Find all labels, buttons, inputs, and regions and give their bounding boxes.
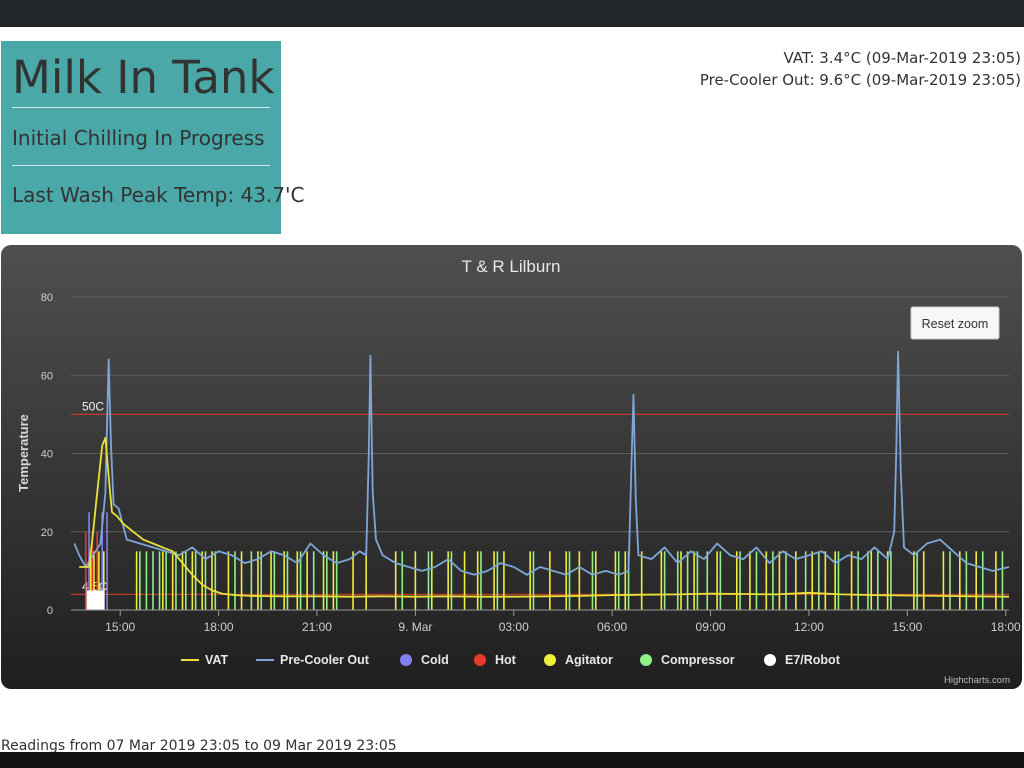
x-tick-label: 12:00 (794, 620, 824, 634)
x-tick-label: 18:00 (204, 620, 234, 634)
legend-dot-symbol (544, 654, 556, 666)
legend-item[interactable]: Compressor (640, 653, 735, 667)
reset-zoom-bg[interactable] (910, 306, 1000, 340)
series-line[interactable] (79, 436, 1010, 598)
reset-zoom-label[interactable]: Reset zoom (922, 317, 989, 331)
legend-item[interactable]: VAT (181, 653, 229, 667)
bottom-bar (0, 752, 1024, 768)
robot-event (86, 590, 105, 610)
x-tick-label: 21:00 (302, 620, 332, 634)
legend-item[interactable]: Pre-Cooler Out (256, 653, 370, 667)
legend-label[interactable]: Compressor (661, 653, 735, 667)
x-tick-label: 15:00 (105, 620, 135, 634)
x-tick-label: 06:00 (597, 620, 627, 634)
y-axis-title: Temperature (16, 414, 31, 492)
x-tick-label: 9. Mar (398, 620, 432, 634)
status-divider (12, 165, 270, 166)
legend-dot-symbol (400, 654, 412, 666)
legend-dot-symbol (640, 654, 652, 666)
status-state: Initial Chilling In Progress (12, 126, 265, 150)
legend-label[interactable]: Hot (495, 653, 517, 667)
legend-label[interactable]: Agitator (565, 653, 613, 667)
x-tick-label: 09:00 (696, 620, 726, 634)
status-panel (1, 41, 281, 234)
legend-item[interactable]: Cold (400, 653, 449, 667)
threshold-label: 50C (82, 399, 104, 413)
vat-reading: VAT: 3.4°C (09-Mar-2019 23:05) (783, 49, 1021, 67)
reset-zoom-button[interactable]: Reset zoom (910, 306, 1000, 340)
legend-label[interactable]: VAT (205, 653, 229, 667)
precooler-reading: Pre-Cooler Out: 9.6°C (09-Mar-2019 23:05… (699, 71, 1021, 89)
series-line[interactable] (73, 350, 1010, 576)
x-tick-label: 03:00 (499, 620, 529, 634)
x-tick-label: 15:00 (892, 620, 922, 634)
status-title: Milk In Tank (12, 51, 275, 104)
status-divider (12, 107, 270, 108)
legend-label[interactable]: Cold (421, 653, 449, 667)
legend-item[interactable]: E7/Robot (764, 653, 841, 667)
readings-range: Readings from 07 Mar 2019 23:05 to 09 Ma… (1, 738, 397, 754)
y-tick-label: 0 (47, 605, 53, 617)
legend-dot-symbol (474, 654, 486, 666)
legend-dot-symbol (764, 654, 776, 666)
legend-item[interactable]: Agitator (544, 653, 613, 667)
legend-label[interactable]: Pre-Cooler Out (280, 653, 370, 667)
y-tick-label: 60 (41, 370, 53, 382)
credits[interactable]: Highcharts.com (944, 675, 1010, 686)
y-tick-label: 40 (41, 449, 53, 461)
x-tick-label: 18:00 (991, 620, 1021, 634)
legend-label[interactable]: E7/Robot (785, 653, 841, 667)
y-tick-label: 80 (41, 292, 53, 304)
legend-item[interactable]: Hot (474, 653, 517, 667)
last-wash-peak: Last Wash Peak Temp: 43.7'C (12, 183, 305, 207)
top-bar (0, 0, 1024, 27)
y-tick-label: 20 (41, 527, 53, 539)
chart-title: T & R Lilburn (462, 257, 561, 276)
